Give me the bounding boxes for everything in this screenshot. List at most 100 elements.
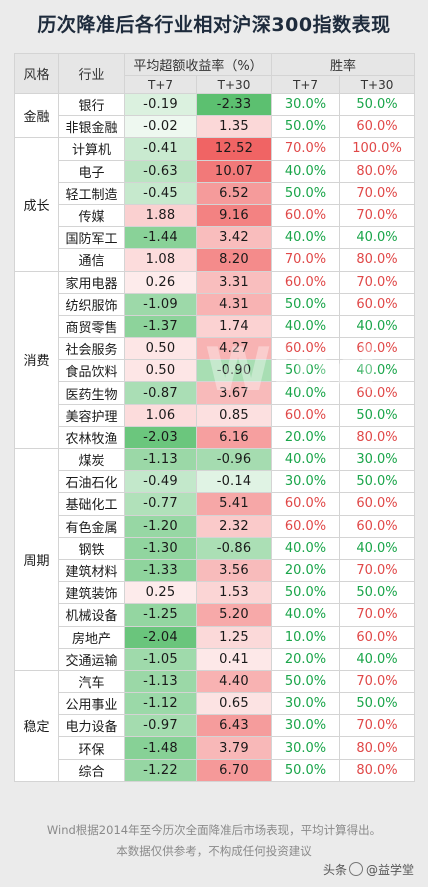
excess-t7-cell: -0.77 [124, 492, 197, 516]
winrate-t30-cell: 60.0% [339, 115, 416, 139]
industry-cell: 银行 [58, 92, 125, 117]
excess-t7-cell: -2.04 [124, 625, 197, 649]
winrate-t7-cell: 50.0% [271, 758, 341, 782]
excess-t7-cell: -0.49 [124, 470, 197, 494]
excess-t30-cell: -0.86 [195, 536, 273, 560]
industry-cell: 汽车 [58, 669, 125, 694]
header-style: 风格 [14, 53, 59, 94]
winrate-t30-cell: 60.0% [339, 492, 416, 516]
winrate-t7-cell: 60.0% [271, 203, 341, 228]
industry-cell: 纺织服饰 [58, 292, 125, 316]
excess-t7-cell: 1.08 [124, 248, 197, 272]
winrate-t7-cell: 50.0% [271, 181, 341, 205]
excess-t7-cell: -0.97 [124, 714, 197, 738]
winrate-t7-cell: 50.0% [271, 359, 341, 383]
winrate-t30-cell: 70.0% [339, 203, 416, 228]
table-row: 机械设备 -1.25 5.20 40.0% 70.0% [15, 603, 416, 627]
winrate-t7-cell: 20.0% [271, 647, 341, 671]
winrate-t7-cell: 30.0% [271, 470, 341, 494]
industry-performance-table: 风格 行业 平均超额收益率（%） 胜率 T+7 T+30 T+7 T+30 金融… [14, 53, 416, 782]
winrate-t7-cell: 60.0% [271, 403, 341, 427]
winrate-t7-cell: 20.0% [271, 425, 341, 450]
winrate-t7-cell: 40.0% [271, 447, 341, 472]
industry-cell: 电子 [58, 159, 125, 183]
winrate-t30-cell: 50.0% [339, 581, 416, 605]
winrate-t7-cell: 70.0% [271, 137, 341, 161]
table-row: 金融 银行 -0.19 -2.33 30.0% 50.0% [14, 92, 416, 139]
winrate-t30-cell: 100.0% [339, 137, 416, 161]
table-row: 农林牧渔 -2.03 6.16 20.0% 80.0% [15, 425, 416, 450]
excess-t7-cell: 0.50 [124, 359, 197, 383]
excess-t30-cell: -2.33 [195, 92, 273, 117]
page-title: 历次降准后各行业相对沪深300指数表现 [37, 14, 391, 36]
excess-t30-cell: 3.56 [195, 558, 273, 583]
industry-cell: 传媒 [58, 203, 125, 228]
excess-t7-cell: -1.48 [124, 736, 197, 760]
winrate-t30-cell: 80.0% [339, 248, 416, 272]
table-row: 食品饮料 0.50 -0.90 50.0% 40.0% [15, 359, 416, 383]
winrate-t30-cell: 50.0% [339, 470, 416, 494]
industry-cell: 交通运输 [58, 647, 125, 671]
winrate-t30-cell: 60.0% [339, 625, 416, 649]
table-row: 房地产 -2.04 1.25 10.0% 60.0% [15, 625, 416, 649]
winrate-t7-cell: 50.0% [271, 581, 341, 605]
excess-t7-cell: -1.12 [124, 692, 197, 716]
excess-t7-cell: -1.13 [124, 447, 197, 472]
excess-t7-cell: -0.19 [124, 92, 197, 117]
industry-cell: 公用事业 [58, 692, 125, 716]
excess-t7-cell: -2.03 [124, 425, 197, 450]
winrate-t30-cell: 60.0% [339, 514, 416, 538]
table-row: 建筑材料 -1.33 3.56 20.0% 70.0% [15, 558, 416, 583]
excess-t30-cell: 6.52 [195, 181, 273, 205]
industry-cell: 建筑装饰 [58, 581, 125, 605]
excess-t30-cell: 8.20 [195, 248, 273, 272]
winrate-t7-cell: 40.0% [271, 381, 341, 405]
industry-cell: 轻工制造 [58, 181, 125, 205]
industry-cell: 有色金属 [58, 514, 125, 538]
winrate-t30-cell: 70.0% [339, 714, 416, 738]
header-row-1: 风格 行业 平均超额收益率（%） 胜率 [14, 53, 416, 94]
header-row-2: T+7 T+30 T+7 T+30 [15, 75, 416, 94]
industry-cell: 计算机 [58, 137, 125, 161]
industry-cell: 家用电器 [58, 270, 125, 294]
winrate-t7-cell: 70.0% [271, 248, 341, 272]
winrate-t7-cell: 60.0% [271, 514, 341, 538]
winrate-t7-cell: 50.0% [271, 292, 341, 316]
winrate-t7-cell: 40.0% [271, 226, 341, 250]
winrate-t7-cell: 60.0% [271, 270, 341, 294]
table-row: 稳定 汽车 -1.13 4.40 50.0% 70.0% [14, 669, 416, 782]
excess-t7-cell: 0.50 [124, 337, 197, 361]
table-row: 通信 1.08 8.20 70.0% 80.0% [15, 248, 416, 272]
winrate-t7-cell: 10.0% [271, 625, 341, 649]
excess-t30-cell: 1.25 [195, 625, 273, 649]
excess-t30-cell: 6.70 [195, 758, 273, 782]
winrate-t30-cell: 80.0% [339, 736, 416, 760]
account-icon [348, 862, 363, 876]
table-row: 传媒 1.88 9.16 60.0% 70.0% [15, 203, 416, 228]
table-row: 交通运输 -1.05 0.41 20.0% 40.0% [15, 647, 416, 671]
header-excess-return: 平均超额收益率（%） [123, 53, 273, 76]
table-row: 基础化工 -0.77 5.41 60.0% 60.0% [15, 492, 416, 516]
excess-t30-cell: 1.35 [195, 115, 273, 139]
style-group-cell: 金融 [14, 92, 59, 139]
excess-t7-cell: -1.22 [124, 758, 197, 782]
watermark-prefix: 头条 [322, 863, 347, 877]
winrate-t30-cell: 70.0% [339, 603, 416, 627]
industry-cell: 煤炭 [58, 447, 125, 472]
industry-cell: 机械设备 [58, 603, 125, 627]
winrate-t7-cell: 40.0% [271, 603, 341, 627]
excess-t30-cell: 1.53 [195, 581, 273, 605]
excess-t30-cell: 3.31 [195, 270, 273, 294]
winrate-t30-cell: 30.0% [339, 447, 416, 472]
header-excess-t7: T+7 [124, 75, 197, 94]
excess-t30-cell: 2.32 [195, 514, 273, 538]
industry-cell: 医药生物 [58, 381, 125, 405]
excess-t7-cell: -1.44 [124, 226, 197, 250]
style-group-cell: 消费 [14, 270, 59, 449]
table-row: 国防军工 -1.44 3.42 40.0% 40.0% [15, 226, 416, 250]
excess-t7-cell: -0.02 [124, 115, 197, 139]
source-watermark: 头条 @益学堂 [323, 861, 414, 878]
table-row: 建筑装饰 0.25 1.53 50.0% 50.0% [15, 581, 416, 605]
header-win-t30: T+30 [339, 75, 416, 94]
excess-t30-cell: 3.79 [195, 736, 273, 760]
